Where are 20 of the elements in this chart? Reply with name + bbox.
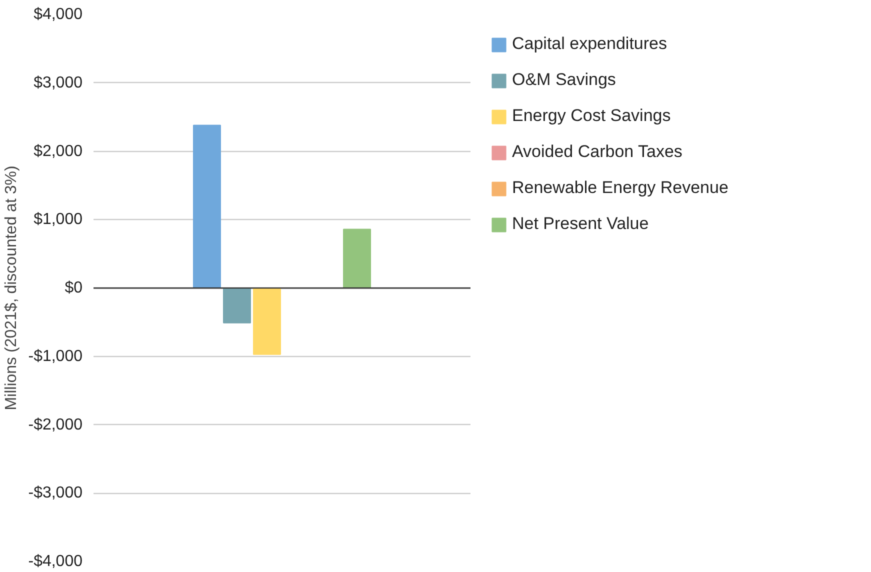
y-tick-label: $4,000 <box>34 6 83 23</box>
y-tick-label: $1,000 <box>34 211 83 228</box>
legend-label: Energy Cost Savings <box>512 106 671 126</box>
y-axis-title: Millions (2021$, discounted at 3%) <box>3 166 20 410</box>
legend-label: O&M Savings <box>512 70 616 90</box>
y-tick-label: $2,000 <box>34 142 83 160</box>
legend-label: Net Present Value <box>512 214 649 234</box>
bar <box>343 228 372 288</box>
bar <box>253 288 281 355</box>
legend-label: Renewable Energy Revenue <box>512 178 728 198</box>
bar <box>222 288 251 324</box>
legend-label: Capital expenditures <box>512 34 667 54</box>
bar <box>192 124 221 288</box>
y-tick-label: -$3,000 <box>28 484 83 502</box>
y-tick-label: $0 <box>64 280 83 296</box>
y-tick-label: -$1,000 <box>28 348 83 365</box>
y-tick-label: $3,000 <box>34 74 83 92</box>
legend-label: Avoided Carbon Taxes <box>512 142 682 162</box>
y-tick-label: -$4,000 <box>28 553 83 570</box>
y-tick-label: -$2,000 <box>28 416 83 434</box>
